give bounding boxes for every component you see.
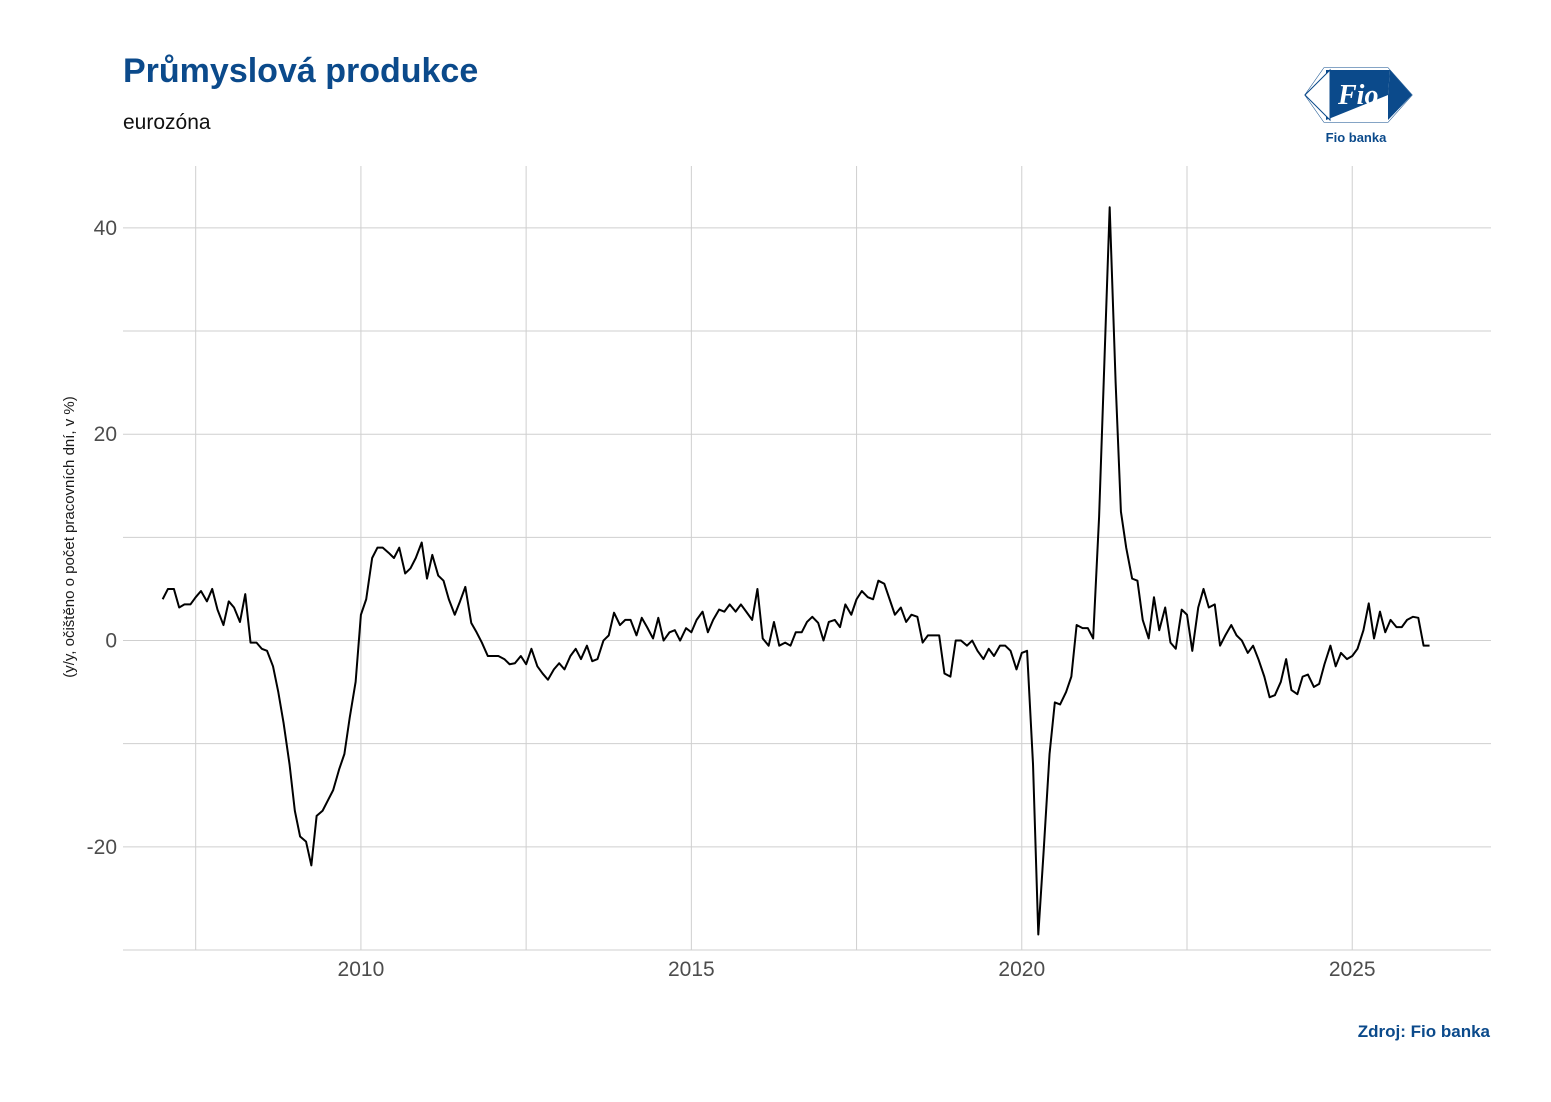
x-tick-label: 2020 [998,958,1045,981]
series [161,206,1430,936]
series-line-0 [161,206,1430,936]
x-tick-label: 2015 [668,958,715,981]
x-tick-label: 2010 [338,958,385,981]
y-tick-label: 0 [105,630,117,653]
logo-text: Fio [1337,80,1378,111]
chart-subtitle: eurozóna [123,111,211,134]
x-tick-label: 2025 [1329,958,1376,981]
y-tick-label: 20 [94,423,117,446]
fio-banka-logo: Fio Fio banka [1300,62,1420,148]
y-axis-title: (y/y, očištěno o počet pracovních dní, v… [61,396,78,678]
axes: -20 0 20 40 2010 2015 2020 2025 [87,217,1376,981]
logo-name: Fio banka [1326,130,1387,145]
y-tick-label: 40 [94,217,117,240]
y-tick-label: -20 [87,836,117,859]
source-note: Zdroj: Fio banka [1357,1022,1490,1041]
fio-logo-icon: Fio Fio banka [1304,67,1413,145]
chart-title: Průmyslová produkce [123,52,479,90]
grid [123,166,1491,951]
